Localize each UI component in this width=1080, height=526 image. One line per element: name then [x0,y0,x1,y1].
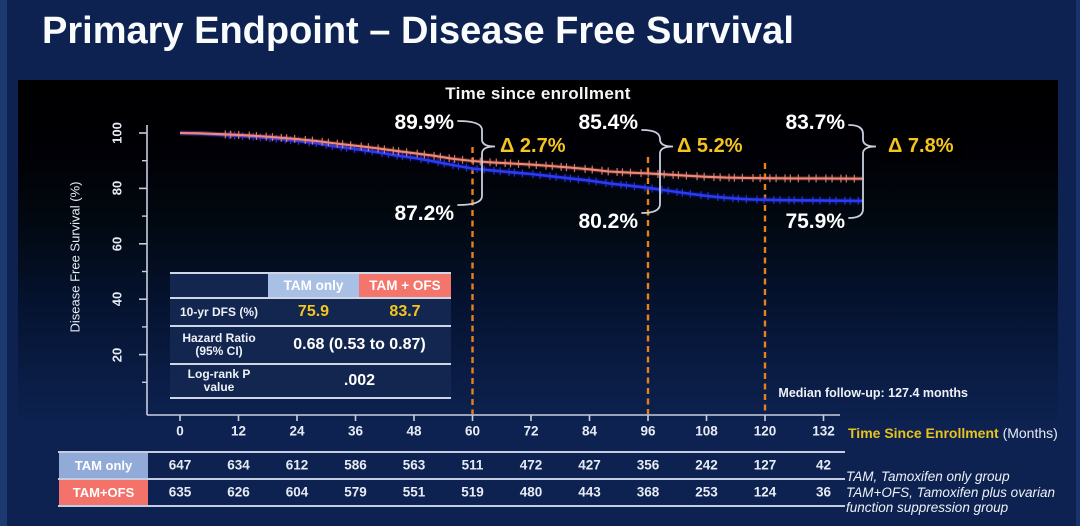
stats-row-logrank: Log-rank P value .002 [170,365,451,399]
risk-count: 42 [815,457,832,473]
delta-label: Δ 2.7% [500,135,566,157]
x-tick-label: 36 [347,423,364,439]
y-axis-title: Disease Free Survival (%) [67,181,83,333]
risk-table-rule [58,451,845,453]
x-tick-label: 96 [640,423,656,439]
stats-table: TAM only TAM + OFS 10-yr DFS (%) 75.9 83… [170,272,451,399]
risk-count: 480 [519,484,543,500]
survival-pct-label-top: 83.7% [785,111,845,134]
y-tick-label: 80 [109,181,125,196]
risk-count: 579 [344,484,367,500]
y-tick-label: 60 [109,236,125,252]
stats-hazard-ratio-value: 0.68 (0.53 to 0.87) [293,336,426,353]
risk-count: 647 [168,457,192,473]
risk-count: 36 [815,484,832,500]
x-axis-title-units: (Months) [1002,425,1058,441]
stats-row-hazard-ratio: Hazard Ratio (95% CI) 0.68 (0.53 to 0.87… [170,327,451,365]
risk-count: 634 [227,457,250,473]
x-tick-label: 0 [176,423,184,439]
risk-count: 443 [578,484,601,500]
stats-dfs-tam-ofs-value: 83.7 [389,303,421,320]
risk-count: 563 [402,457,426,473]
y-tick-label: 20 [109,347,125,362]
footnote-line-tam-ofs: TAM+OFS, Tamoxifen plus ovarian function… [846,484,1055,516]
risk-row-label: TAM only [59,453,148,478]
survival-pct-label-top: 85.4% [578,111,638,134]
x-tick-label: 48 [406,423,422,439]
y-tick-label: 40 [109,291,125,307]
footnote-line-tam: TAM, Tamoxifen only group [846,469,1010,484]
stats-dfs-tam-only-value: 75.9 [297,303,330,320]
stats-row-dfs-label: 10-yr DFS (%) [179,304,259,319]
stats-row-dfs: 10-yr DFS (%) 75.9 83.7 [170,299,451,327]
risk-count: 612 [285,457,309,473]
risk-count: 356 [636,457,660,473]
x-tick-label: 12 [230,423,247,439]
survival-pct-label-bottom: 75.9% [785,210,845,233]
stats-header-tam-ofs: TAM + OFS [359,274,451,297]
risk-count: 127 [753,457,777,473]
risk-table-rule [58,505,845,507]
survival-pct-label-bottom: 87.2% [394,202,454,225]
survival-pct-label-top: 89.9% [394,111,454,134]
slide-left-edge [0,0,7,526]
y-tick-label: 100 [109,122,125,144]
risk-count: 253 [695,484,718,500]
risk-count: 242 [695,457,718,473]
chart-title: Time since enrollment [445,84,631,103]
stats-logrank-label: Log-rank P value [187,367,251,394]
risk-row-label: TAM+OFS [59,480,148,505]
x-tick-label: 60 [464,423,481,439]
survival-pct-label-bottom: 80.2% [578,210,638,233]
delta-label: Δ 5.2% [677,135,743,157]
slide-right-edge [1076,0,1080,526]
risk-count: 427 [578,457,601,473]
slide-title: Primary Endpoint – Disease Free Survival [42,10,794,52]
risk-count: 472 [519,457,543,473]
stats-header-row: TAM only TAM + OFS [170,274,451,299]
x-tick-label: 108 [695,423,718,439]
x-tick-label: 72 [523,423,539,439]
risk-table-rule [58,478,845,480]
risk-count: 626 [227,484,250,500]
stats-header-tam-only: TAM only [268,274,359,297]
stats-hazard-ratio-label: Hazard Ratio (95% CI) [182,331,256,358]
risk-count: 604 [285,484,309,500]
x-axis-title: Time Since Enrollment (Months) [848,425,1058,441]
x-tick-label: 132 [812,423,835,439]
x-axis-title-main: Time Since Enrollment [848,425,999,441]
risk-count: 511 [461,457,484,473]
stats-logrank-value: .002 [343,372,376,389]
abbreviation-footnote: TAM, Tamoxifen only group TAM+OFS, Tamox… [846,469,1074,516]
delta-label: Δ 7.8% [880,132,962,161]
risk-count: 551 [402,484,426,500]
risk-count: 368 [636,484,660,500]
risk-count: 124 [753,484,777,500]
x-tick-label: 24 [289,423,305,439]
risk-count: 586 [344,457,367,473]
stats-header-empty-cell [170,274,268,297]
median-followup-note: Median follow-up: 127.4 months [778,386,968,400]
risk-count: 519 [461,484,484,500]
x-tick-label: 84 [581,423,598,439]
risk-count: 635 [168,484,192,500]
x-tick-label: 120 [753,423,777,439]
